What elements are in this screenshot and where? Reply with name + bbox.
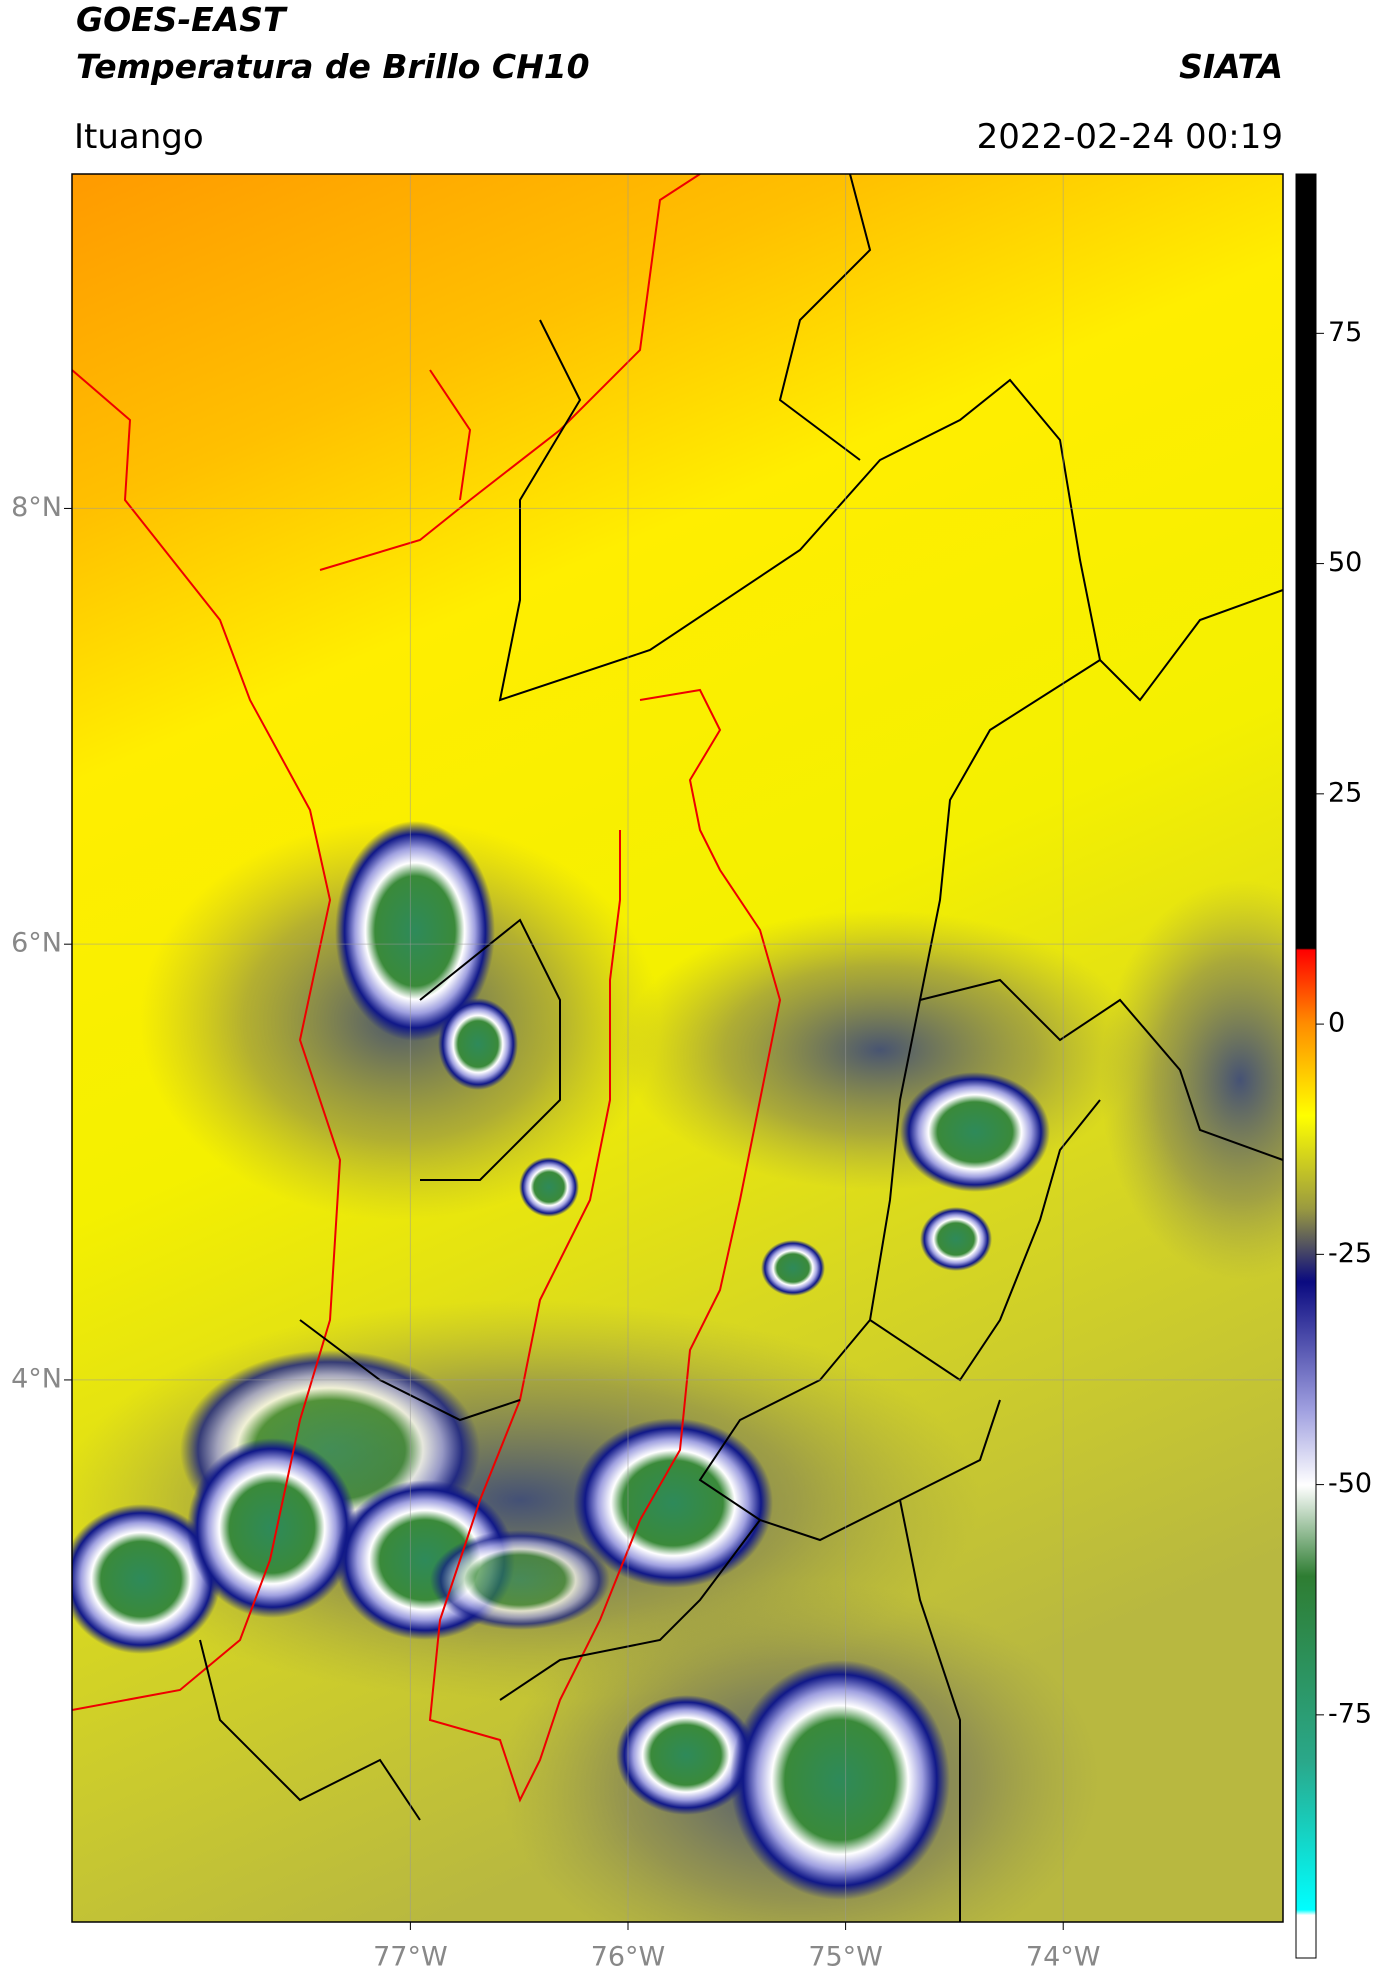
source: SIATA	[1179, 47, 1283, 86]
colorbar-tick-label: 25	[1328, 777, 1362, 808]
grid	[64, 174, 1283, 1930]
x-tick-label: 75°W	[808, 1942, 883, 1973]
map-image	[72, 174, 1283, 1922]
colorbar-tick-label: 50	[1328, 547, 1362, 578]
colorbar-tick-label: -75	[1328, 1698, 1372, 1729]
colorbar-tick-label: 0	[1328, 1008, 1345, 1039]
y-tick-label: 4°N	[11, 1363, 62, 1394]
colorbar	[1295, 173, 1317, 1959]
y-tick-label: 6°N	[11, 928, 62, 959]
location: Ituango	[74, 117, 204, 157]
subtitle: Temperatura de Brillo CH10	[76, 47, 590, 86]
y-tick-label: 8°N	[11, 492, 62, 523]
colorbar-tick-label: -25	[1328, 1238, 1372, 1269]
colorbar-tick-label: -50	[1328, 1468, 1372, 1499]
title: GOES-EAST	[76, 0, 288, 39]
datetime: 2022-02-24 00:19	[977, 117, 1283, 157]
map-frame	[71, 173, 1284, 1923]
x-tick-label: 74°W	[1026, 1942, 1101, 1973]
x-tick-label: 76°W	[591, 1942, 666, 1973]
colorbar-tick-label: 75	[1328, 317, 1362, 348]
x-tick-label: 77°W	[373, 1942, 448, 1973]
